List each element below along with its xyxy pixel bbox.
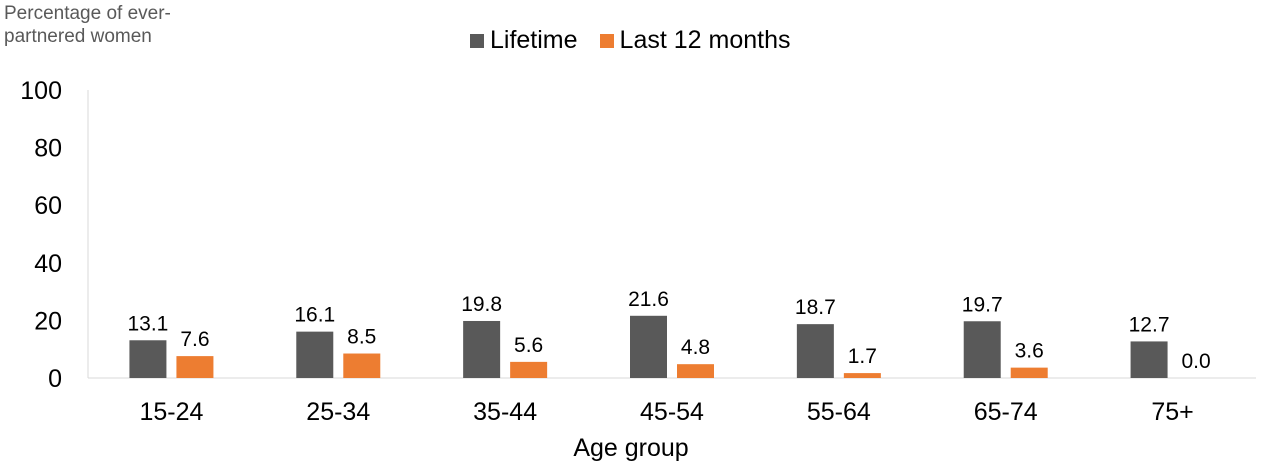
data-label-last-12-months-15-24: 7.6 <box>180 328 209 351</box>
bar-lifetime-75+ <box>1130 341 1168 378</box>
legend: Lifetime Last 12 months <box>470 26 812 55</box>
legend-label-last-12-months: Last 12 months <box>619 26 791 54</box>
data-label-lifetime-25-34: 16.1 <box>294 304 335 327</box>
x-tick-label-25-34: 25-34 <box>306 398 370 426</box>
legend-swatch-last-12-months <box>599 33 614 48</box>
bar-lifetime-15-24 <box>129 340 167 378</box>
x-tick-label-65-74: 65-74 <box>974 398 1038 426</box>
data-label-last-12-months-55-64: 1.7 <box>848 345 877 368</box>
x-axis-title: Age group <box>573 434 689 462</box>
x-tick-label-15-24: 15-24 <box>139 398 203 426</box>
x-tick-label-35-44: 35-44 <box>473 398 537 426</box>
data-label-last-12-months-65-74: 3.6 <box>1015 340 1044 363</box>
bar-lifetime-35-44 <box>463 320 501 378</box>
bar-lifetime-25-34 <box>296 331 334 378</box>
bar-last-12-months-55-64 <box>843 373 881 378</box>
legend-item-lifetime: Lifetime <box>470 26 578 55</box>
x-tick-label-75+: 75+ <box>1151 398 1193 426</box>
data-label-lifetime-55-64: 18.7 <box>795 296 836 319</box>
data-label-lifetime-45-54: 21.6 <box>628 288 669 311</box>
y-tick-label-0: 0 <box>48 365 62 393</box>
bar-last-12-months-65-74 <box>1010 367 1048 378</box>
bar-lifetime-45-54 <box>630 315 667 378</box>
data-label-lifetime-35-44: 19.8 <box>461 293 502 316</box>
legend-item-last-12-months: Last 12 months <box>599 26 791 55</box>
bar-last-12-months-15-24 <box>176 356 214 378</box>
y-tick-label-20: 20 <box>34 307 62 335</box>
bar-last-12-months-25-34 <box>343 353 381 378</box>
x-tick-label-55-64: 55-64 <box>807 398 871 426</box>
y-tick-label-80: 80 <box>34 135 62 163</box>
data-label-last-12-months-75+: 0.0 <box>1181 350 1210 373</box>
bar-lifetime-65-74 <box>963 321 1001 378</box>
bar-last-12-months-35-44 <box>510 361 548 378</box>
bar-last-12-months-45-54 <box>677 364 714 378</box>
y-tick-label-40: 40 <box>34 250 62 278</box>
data-label-last-12-months-35-44: 5.6 <box>514 334 543 357</box>
y-tick-label-100: 100 <box>20 77 62 105</box>
y-tick-label-60: 60 <box>34 192 62 220</box>
data-label-last-12-months-25-34: 8.5 <box>347 326 376 349</box>
data-label-lifetime-15-24: 13.1 <box>127 312 168 335</box>
x-tick-label-45-54: 45-54 <box>640 398 704 426</box>
data-label-lifetime-75+: 12.7 <box>1129 313 1170 336</box>
legend-label-lifetime: Lifetime <box>490 26 578 54</box>
data-label-lifetime-65-74: 19.7 <box>962 293 1003 316</box>
legend-swatch-lifetime <box>470 33 484 48</box>
y-axis-title: Percentage of ever- partnered women <box>4 3 171 47</box>
data-label-last-12-months-45-54: 4.8 <box>681 336 710 359</box>
bar-lifetime-55-64 <box>796 324 834 378</box>
